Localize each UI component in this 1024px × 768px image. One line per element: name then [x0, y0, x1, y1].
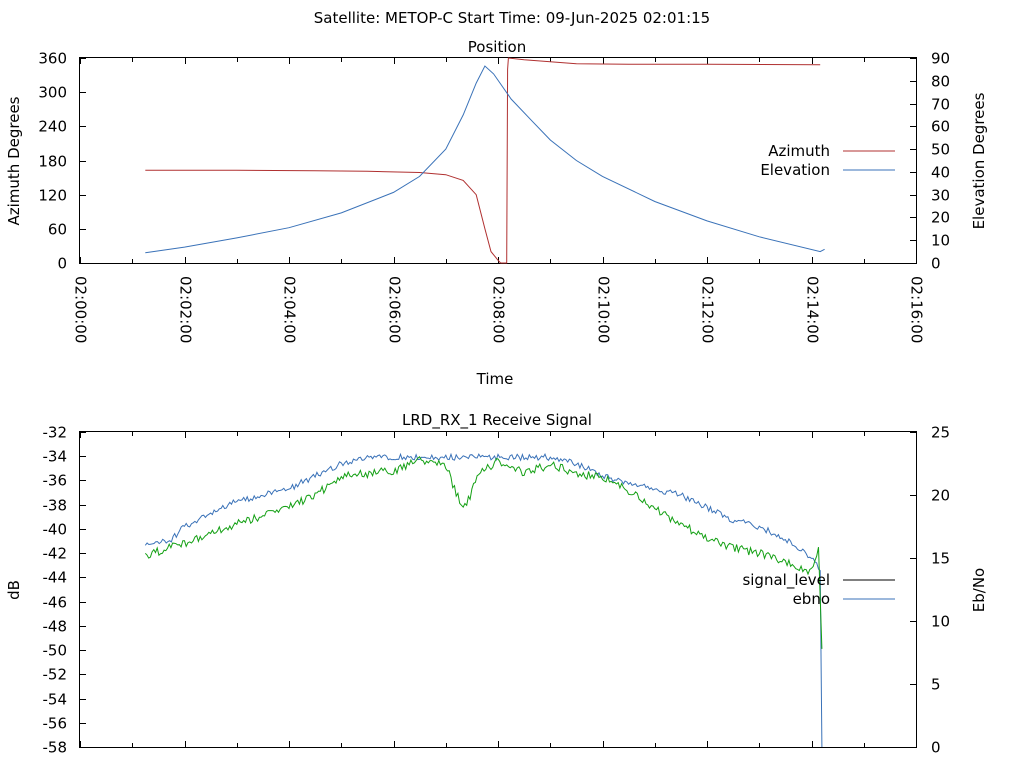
position-x-tick-label: 02:12:00: [699, 276, 717, 343]
position-y2-tick-label: 80: [931, 73, 950, 91]
signal-series-line-ebno: [144, 452, 823, 748]
position-series-line-azimuth: [145, 57, 821, 264]
position-y2-tick-label: 40: [931, 164, 950, 182]
position-x-tick-label: 02:08:00: [490, 276, 508, 343]
position-y2-tick-label: 90: [931, 50, 950, 68]
signal-y-tick-label: -44: [43, 569, 68, 587]
signal-y-tick-label: -46: [43, 594, 68, 612]
position-y2-tick-label: 0: [931, 255, 941, 273]
signal-y-tick-label: -48: [43, 618, 68, 636]
signal-y2-axis-label: Eb/No: [970, 568, 988, 612]
position-y2-tick-label: 50: [931, 141, 950, 159]
position-y-tick-label: 240: [38, 118, 67, 136]
position-x-tick-label: 02:00:00: [72, 276, 90, 343]
position-legend: Azimuth Elevation: [760, 142, 895, 179]
position-x-tick-label: 02:06:00: [386, 276, 404, 343]
position-y2-tick-label: 30: [931, 187, 950, 205]
position-y-tick-label: 300: [38, 84, 67, 102]
position-y2-tick-label: 10: [931, 232, 950, 250]
signal-y-tick-label: -56: [43, 715, 68, 733]
signal-y-tick-label: -40: [43, 521, 68, 539]
legend-label-elevation: Elevation: [760, 161, 830, 179]
position-y-tick-label: 360: [38, 50, 67, 68]
position-y2-tick-label: 60: [931, 118, 950, 136]
signal-series-line-trace: [144, 456, 823, 649]
position-x-axis-label: Time: [476, 370, 514, 388]
signal-y2-tick-label: 10: [931, 613, 950, 631]
legend-label-ebno: ebno: [793, 590, 830, 608]
signal-y-tick-label: -58: [43, 739, 68, 757]
legend-label-azimuth: Azimuth: [768, 142, 830, 160]
position-x-tick-label: 02:16:00: [908, 276, 926, 343]
signal-legend: signal_level ebno: [742, 571, 895, 608]
position-y-axis-label: Azimuth Degrees: [5, 96, 23, 225]
position-y2-tick-label: 70: [931, 96, 950, 114]
position-chart: Position Azimuth Degrees Elevation Degre…: [5, 38, 988, 388]
position-x-tick-label: 02:10:00: [595, 276, 613, 343]
signal-y-axis-label: dB: [5, 580, 23, 600]
position-y-tick-label: 0: [57, 255, 67, 273]
position-y-tick-label: 180: [38, 153, 67, 171]
position-x-tick-label: 02:02:00: [177, 276, 195, 343]
legend-label-signal-level: signal_level: [742, 571, 830, 590]
signal-y2-tick-label: 20: [931, 487, 950, 505]
signal-y2-tick-label: 0: [931, 739, 941, 757]
signal-y-tick-label: -50: [43, 642, 68, 660]
position-y2-tick-label: 20: [931, 209, 950, 227]
figure-title: Satellite: METOP-C Start Time: 09-Jun-20…: [314, 9, 710, 27]
signal-y-tick-label: -38: [43, 497, 68, 515]
position-x-tick-label: 02:14:00: [804, 276, 822, 343]
signal-y-tick-label: -42: [43, 545, 68, 563]
signal-y2-tick-label: 15: [931, 550, 950, 568]
signal-chart-title: LRD_RX_1 Receive Signal: [402, 411, 592, 430]
position-chart-title: Position: [468, 38, 526, 56]
position-y-tick-label: 60: [48, 221, 67, 239]
signal-plot-frame: [79, 431, 917, 748]
position-x-tick-label: 02:04:00: [281, 276, 299, 343]
signal-y-tick-label: -52: [43, 666, 68, 684]
position-series-line-elevation: [145, 65, 825, 254]
receive-signal-chart: LRD_RX_1 Receive Signal dB Eb/No -58 -56 -…: [5, 411, 988, 757]
signal-y-tick-label: -54: [43, 691, 68, 709]
signal-y2-tick-label: 5: [931, 676, 941, 694]
signal-y2-tick-label: 25: [931, 424, 950, 442]
position-plot-frame: [79, 57, 917, 264]
signal-y-tick-label: -36: [43, 472, 68, 490]
position-y-tick-label: 120: [38, 187, 67, 205]
signal-y-tick-label: -34: [43, 448, 68, 466]
signal-y-tick-label: -32: [43, 424, 68, 442]
position-y2-axis-label: Elevation Degrees: [970, 92, 988, 229]
